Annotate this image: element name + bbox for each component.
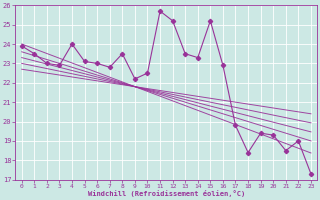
X-axis label: Windchill (Refroidissement éolien,°C): Windchill (Refroidissement éolien,°C) <box>88 190 245 197</box>
